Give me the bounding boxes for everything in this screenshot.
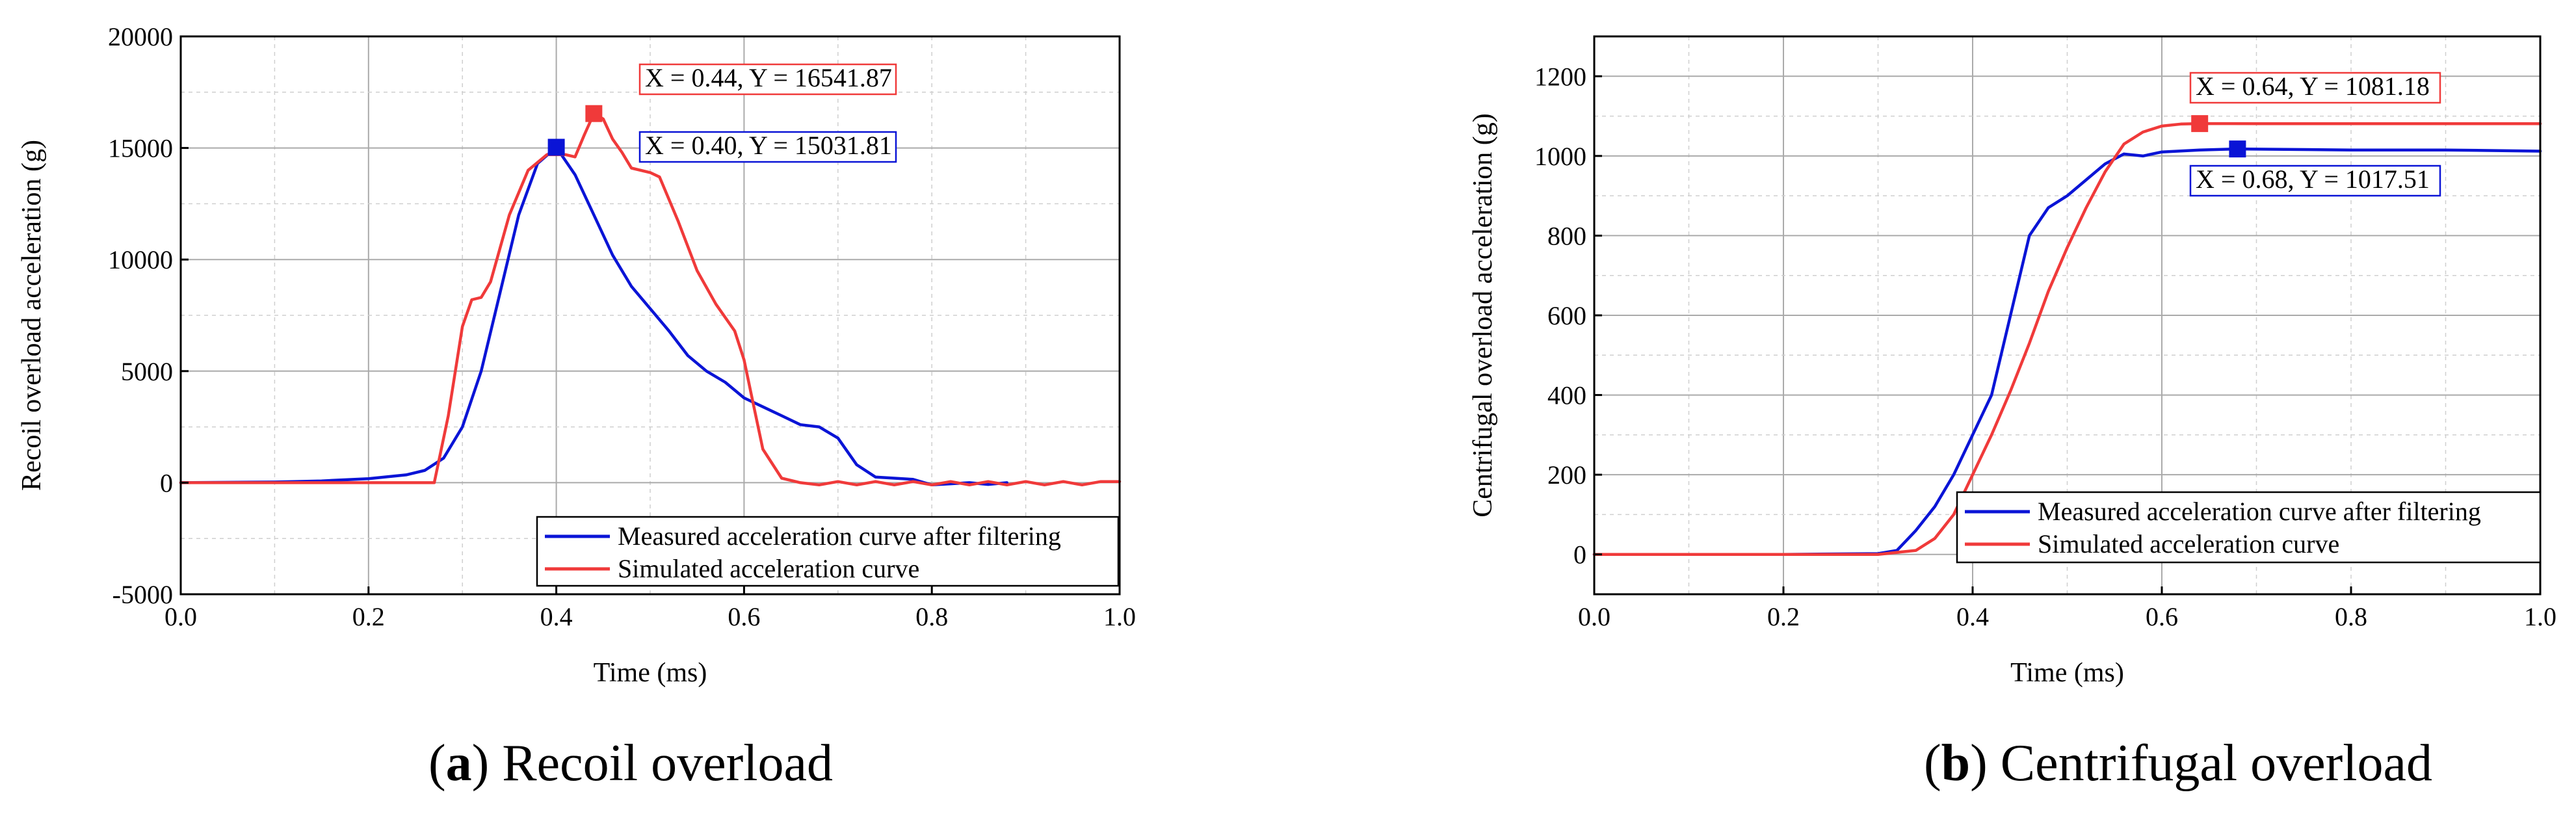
series-lines: [179, 112, 1122, 487]
y-tick-label: 400: [1547, 381, 1586, 410]
y-axis-label: Centrifugal overload acceleration (g): [1468, 113, 1498, 518]
chart-panel-recoil: 0.0 0.2 0.4 0.6 0.8 1.0 -5000 0 5000 10000 15000 20…: [17, 22, 1136, 792]
plot-frame: [179, 35, 1121, 596]
annotation-label: X = 0.44, Y = 16541.87: [645, 63, 892, 92]
y-axis-label: Recoil overload acceleration (g): [17, 140, 47, 491]
caption-letter: a: [446, 735, 472, 792]
x-tick-label: 1.0: [2524, 602, 2556, 631]
annotation-box: [638, 63, 897, 96]
y-tick-label: 5000: [121, 357, 173, 386]
x-tick-label: 0.2: [1767, 602, 1800, 631]
axis-ticks: 0.0 0.2 0.4 0.6 0.8 1.0 0 200 400 600 800 1000 1200: [1534, 62, 2556, 631]
annotation-box: [638, 131, 897, 163]
measured-series-line: [179, 146, 1008, 487]
y-tick-label: 20000: [108, 22, 173, 51]
annotation-label: X = 0.68, Y = 1017.51: [2196, 164, 2430, 194]
peak-marker: [2191, 115, 2209, 133]
y-tick-label: 1200: [1534, 62, 1586, 91]
y-tick-label: 600: [1547, 301, 1586, 330]
peak-marker: [547, 138, 565, 156]
y-tick-label: 200: [1547, 460, 1586, 490]
legend-box: [536, 516, 1120, 587]
x-tick-label: 0.6: [2146, 602, 2178, 631]
x-tick-label: 0.6: [728, 602, 760, 631]
annotations: X = 0.44, Y = 16541.87 X = 0.40, Y = 1503…: [547, 63, 897, 163]
x-tick-label: 0.4: [540, 602, 573, 631]
series-lines: [1592, 122, 2542, 556]
axis-ticks: 0.0 0.2 0.4 0.6 0.8 1.0 -5000 0 5000 10000 15000 20…: [108, 22, 1136, 631]
annotations: X = 0.64, Y = 1081.18 X = 0.68, Y = 1017.…: [2189, 72, 2441, 197]
legend: Measured acceleration curve after filter…: [536, 516, 1120, 587]
legend-entry: Simulated acceleration curve: [618, 554, 919, 583]
x-tick-label: 0.2: [352, 602, 385, 631]
caption-paren-open: (: [1924, 735, 1941, 792]
y-tick-label: 10000: [108, 245, 173, 274]
caption-text: Centrifugal overload: [2001, 735, 2432, 792]
panel-caption: (a) Recoil overload: [428, 735, 833, 792]
legend-entry: Measured acceleration curve after filter…: [618, 521, 1061, 551]
y-tick-label: 0: [1573, 540, 1586, 570]
y-tick-label: 0: [160, 468, 173, 497]
caption-text: Recoil overload: [502, 735, 833, 792]
annotation-label: X = 0.64, Y = 1081.18: [2196, 72, 2430, 101]
x-tick-label: 1.0: [1103, 602, 1136, 631]
x-axis-label: Time (ms): [2010, 658, 2124, 688]
x-tick-label: 0.8: [2335, 602, 2367, 631]
measured-series-line: [1592, 147, 2542, 556]
annotation-box: [2189, 72, 2441, 104]
peak-marker: [2229, 140, 2246, 158]
simulated-series-line: [1592, 122, 2542, 556]
x-tick-label: 0.0: [164, 602, 197, 631]
legend-entry: Measured acceleration curve after filter…: [2038, 497, 2481, 526]
y-tick-label: 800: [1547, 221, 1586, 250]
chart-panel-centrifugal: 0.0 0.2 0.4 0.6 0.8 1.0020040060080010001200 …: [1468, 35, 2556, 792]
annotation-box: [2189, 164, 2441, 197]
x-axis-label: Time (ms): [594, 658, 707, 688]
y-tick-label: 1000: [1534, 142, 1586, 171]
simulated-series-line: [179, 112, 1122, 487]
plot-frame: [1593, 35, 2542, 596]
caption-paren-close: ): [472, 735, 503, 792]
x-tick-label: 0.8: [915, 602, 948, 631]
x-tick-label: 0.4: [1956, 602, 1989, 631]
peak-marker: [585, 105, 603, 122]
legend-box: [1956, 491, 2542, 564]
legend: Measured acceleration curve after filter…: [1956, 491, 2542, 564]
legend-entry: Simulated acceleration curve: [2038, 529, 2339, 558]
annotation-label: X = 0.40, Y = 15031.81: [645, 131, 892, 160]
y-tick-label: -5000: [112, 580, 173, 609]
caption-paren-close: ): [1970, 735, 2001, 792]
grid-lines: [180, 36, 1120, 595]
caption-letter: b: [1941, 735, 1971, 792]
caption-paren-open: (: [428, 735, 446, 792]
y-tick-label: 15000: [108, 134, 173, 163]
x-tick-label: 0.0: [1578, 602, 1610, 631]
panel-caption: (b) Centrifugal overload: [1924, 735, 2432, 792]
